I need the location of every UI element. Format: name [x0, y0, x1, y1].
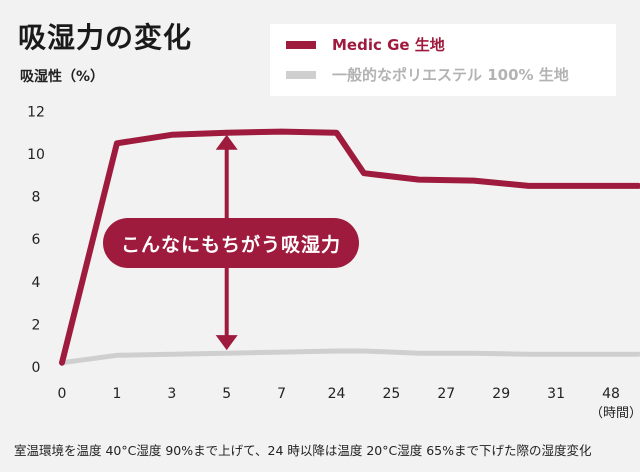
- x-tick-label: 7: [277, 386, 286, 402]
- legend-swatch-polyester: [286, 70, 316, 79]
- series-line-medic: [59, 128, 640, 366]
- callout-badge: こんなにもちがう吸湿力: [103, 218, 359, 268]
- legend: Medic Ge 生地 一般的なポリエステル 100% 生地: [270, 24, 616, 96]
- chart-title: 吸湿力の変化: [18, 21, 193, 54]
- legend-item-polyester: 一般的なポリエステル 100% 生地: [286, 64, 569, 85]
- y-tick-label: 8: [32, 190, 41, 206]
- y-axis-ticks: 0 2 4 6 8 10 12: [27, 104, 45, 376]
- legend-label-polyester: 一般的なポリエステル 100% 生地: [332, 66, 569, 84]
- series-line-polyester: [59, 348, 640, 366]
- x-tick-label: 0: [58, 386, 67, 402]
- y-tick-label: 0: [32, 360, 41, 376]
- x-tick-label: 27: [437, 386, 455, 402]
- x-tick-label: 25: [382, 386, 400, 402]
- series-lines: [59, 128, 640, 366]
- legend-label-medic: Medic Ge 生地: [332, 36, 445, 54]
- footnote: 室温環境を温度 40°C湿度 90%まで上げて、24 時以降は温度 20°C湿度…: [14, 443, 592, 458]
- x-tick-label: 31: [547, 386, 565, 402]
- x-tick-label: 24: [328, 386, 346, 402]
- x-tick-label: 1: [112, 386, 121, 402]
- x-axis-ticks: 0 1 3 5 7 24 25 27 29 31 48: [58, 386, 620, 402]
- y-tick-label: 6: [32, 232, 41, 248]
- y-axis-label: 吸湿性（%）: [20, 69, 105, 85]
- legend-swatch-medic: [286, 40, 316, 49]
- y-tick-label: 12: [27, 104, 45, 120]
- y-tick-label: 4: [32, 275, 41, 291]
- x-tick-label: 29: [492, 386, 510, 402]
- arrow-head-down: [215, 335, 238, 351]
- x-tick-label: 3: [167, 386, 176, 402]
- x-tick-label: 5: [222, 386, 231, 402]
- y-tick-label: 10: [27, 147, 45, 163]
- y-tick-label: 2: [32, 317, 41, 333]
- arrow-head-up: [215, 134, 238, 150]
- x-tick-label: 48: [602, 386, 620, 402]
- legend-item-medic: Medic Ge 生地: [286, 34, 445, 55]
- x-axis-unit: （時間）: [590, 406, 640, 421]
